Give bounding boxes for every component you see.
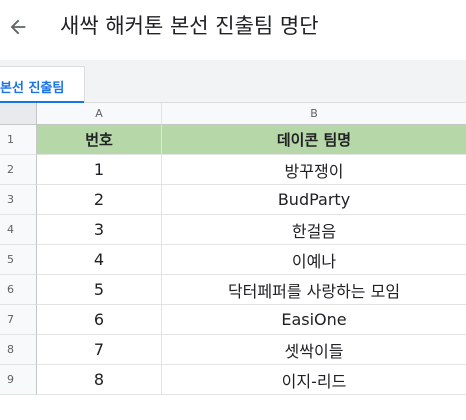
- cell-number[interactable]: 7: [37, 335, 162, 365]
- cell-number[interactable]: 3: [37, 215, 162, 245]
- table-row: 9 8 이지-리드: [0, 365, 466, 395]
- table-row: 7 6 EasiOne: [0, 305, 466, 335]
- page-title: 새싹 해커톤 본선 진출팀 명단: [60, 14, 319, 38]
- column-header-b[interactable]: B: [162, 103, 466, 125]
- cell-team[interactable]: 닥터페퍼를 사랑하는 모임: [162, 275, 466, 305]
- row-number[interactable]: 5: [0, 245, 37, 275]
- row-number[interactable]: 2: [0, 155, 37, 185]
- cell-number[interactable]: 1: [37, 155, 162, 185]
- table-row: 2 1 방꾸쟁이: [0, 155, 466, 185]
- table-row: 3 2 BudParty: [0, 185, 466, 215]
- cell-number[interactable]: 4: [37, 245, 162, 275]
- header-cell-team[interactable]: 데이콘 팀명: [162, 125, 466, 155]
- row-number[interactable]: 9: [0, 365, 37, 395]
- cell-team[interactable]: 한걸음: [162, 215, 466, 245]
- table-row: 8 7 셋싹이들: [0, 335, 466, 365]
- table-row: 5 4 이예나: [0, 245, 466, 275]
- header-cell-number[interactable]: 번호: [37, 125, 162, 155]
- sheet-tab[interactable]: 본선 진출팀: [0, 66, 85, 104]
- cell-team[interactable]: 방꾸쟁이: [162, 155, 466, 185]
- column-header-a[interactable]: A: [37, 103, 162, 125]
- sheet-tab-strip: 본선 진출팀: [0, 60, 466, 104]
- cell-team[interactable]: 이예나: [162, 245, 466, 275]
- row-number[interactable]: 6: [0, 275, 37, 305]
- table-row: 6 5 닥터페퍼를 사랑하는 모임: [0, 275, 466, 305]
- row-number[interactable]: 1: [0, 125, 37, 155]
- cell-number[interactable]: 6: [37, 305, 162, 335]
- active-tab-indicator: [0, 101, 84, 104]
- arrow-left-icon: [10, 19, 26, 35]
- app-bar: 새싹 해커톤 본선 진출팀 명단: [0, 0, 466, 56]
- cell-number[interactable]: 5: [37, 275, 162, 305]
- cell-number[interactable]: 2: [37, 185, 162, 215]
- row-number[interactable]: 4: [0, 215, 37, 245]
- sheet-tab-label: 본선 진출팀: [0, 81, 65, 96]
- cell-team[interactable]: 셋싹이들: [162, 335, 466, 365]
- row-number[interactable]: 7: [0, 305, 37, 335]
- column-header-row: A B: [0, 103, 466, 133]
- cell-team[interactable]: BudParty: [162, 185, 466, 215]
- table-header-row: 1 번호 데이콘 팀명: [0, 125, 466, 155]
- back-button[interactable]: [2, 11, 34, 43]
- select-all-corner[interactable]: [0, 103, 37, 125]
- cell-team[interactable]: EasiOne: [162, 305, 466, 335]
- table-row: 4 3 한걸음: [0, 215, 466, 245]
- row-number[interactable]: 3: [0, 185, 37, 215]
- cell-number[interactable]: 8: [37, 365, 162, 395]
- row-number[interactable]: 8: [0, 335, 37, 365]
- cell-team[interactable]: 이지-리드: [162, 365, 466, 395]
